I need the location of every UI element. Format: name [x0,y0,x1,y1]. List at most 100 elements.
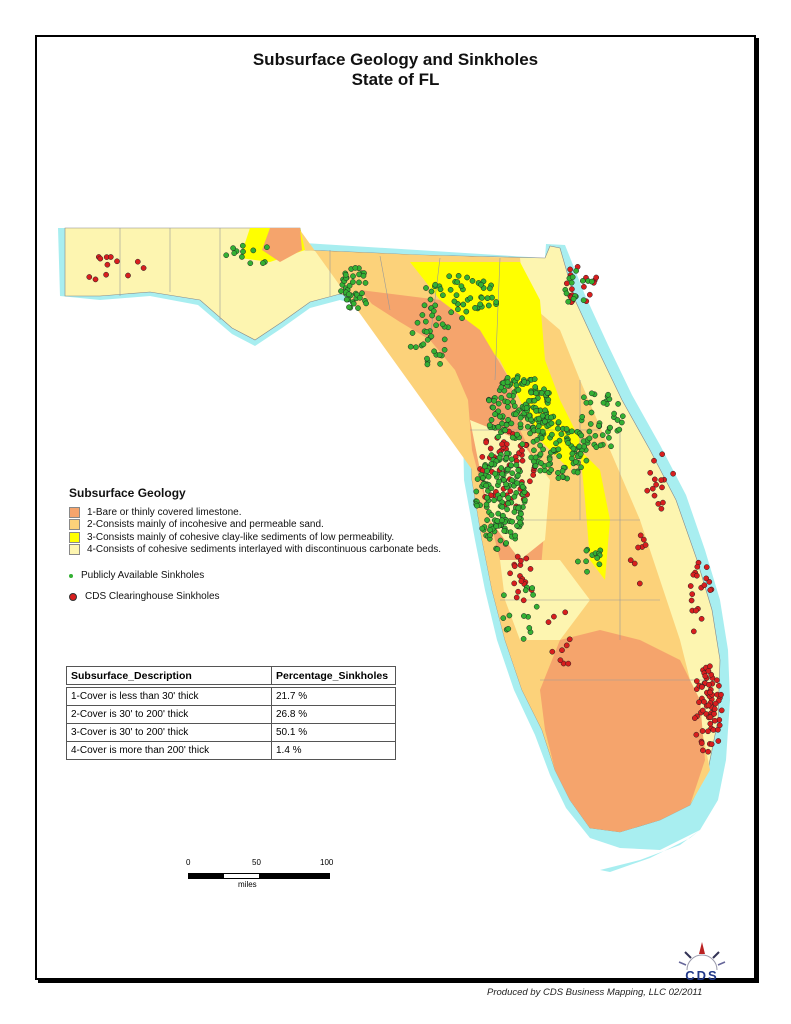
cds-sinkhole-point [518,578,525,585]
public-sinkhole-point [508,462,515,469]
public-sinkhole-point [531,397,538,404]
public-sinkhole-point [500,491,506,498]
public-sinkhole-point [479,525,486,532]
public-sinkhole-point [569,274,576,280]
public-sinkhole-point [505,404,511,410]
cds-sinkhole-point [92,276,99,283]
map-title: Subsurface Geology and Sinkholes [252,50,539,69]
public-sinkhole-point [473,488,480,495]
public-sinkhole-point [531,376,538,382]
public-sinkhole-point [515,505,522,511]
public-sinkhole-point [548,467,555,473]
public-sinkhole-point [509,477,515,484]
cds-sinkhole-point [658,477,665,483]
public-sinkhole-point [431,348,437,355]
public-sinkhole-point [250,247,257,254]
cds-sinkhole-point [659,484,665,491]
cds-sinkhole-point [705,702,712,709]
legend: Subsurface Geology 1-Bare or thinly cove… [69,486,441,602]
cds-sinkhole-point [511,563,518,570]
public-sinkhole-point [563,290,570,297]
public-sinkhole-point [478,281,484,288]
cds-sinkhole-point [707,663,713,670]
public-sinkhole-point [483,482,489,489]
table-row: 1-Cover is less than 30' thick 21.7 % [66,687,396,706]
col-header: Subsurface_Description [66,666,272,685]
scale-unit: miles [238,880,257,889]
legend-label: 2-Consists mainly of incohesive and perm… [87,519,324,531]
public-sinkhole-point [346,282,353,289]
public-sinkhole-point [409,330,416,336]
cds-sinkhole-point [86,274,93,280]
public-sinkhole-point [539,412,546,419]
public-sinkhole-point [469,278,476,284]
public-sinkhole-point [618,419,625,426]
public-sinkhole-point [517,414,524,421]
public-sinkhole-point [484,295,491,302]
cds-sinkhole-point [701,698,707,705]
public-sinkhole-point [537,451,544,458]
cds-sinkhole-point [566,636,573,643]
footer-credit: Produced by CDS Business Mapping, LLC 02… [487,987,703,998]
public-sinkhole-point [486,422,493,429]
public-sinkhole-point [513,382,520,389]
public-sinkhole-point [545,396,552,403]
cds-sinkhole-point [562,609,569,616]
public-sinkhole-point [509,434,516,441]
public-sinkhole-point [542,407,548,414]
public-sinkhole-point [553,440,559,447]
public-sinkhole-point [532,454,539,461]
cds-sinkhole-point [523,555,530,562]
cds-sinkhole-point [499,441,505,448]
cds-sinkhole-point [699,707,706,714]
public-sinkhole-point [488,512,495,518]
cds-sinkhole-point [637,532,644,539]
cds-sinkhole-point [563,642,570,649]
public-sinkhole-point [493,299,500,305]
cds-sinkhole-point [703,575,710,582]
public-sinkhole-point [509,518,516,525]
public-sinkhole-point [573,268,579,274]
public-sinkhole-point [342,272,349,278]
public-sinkhole-point [607,424,613,431]
public-sinkhole-point [460,301,467,308]
public-sinkhole-point [433,322,439,329]
public-sinkhole-point [531,447,537,454]
public-sinkhole-point [586,428,593,435]
swatch-3 [69,531,80,543]
public-sinkhole-point [588,278,595,285]
public-sinkhole-point [522,587,529,594]
public-sinkhole-point [472,305,478,311]
public-sinkhole-point [506,612,513,619]
public-sinkhole-point [504,379,511,386]
public-sinkhole-point [583,558,589,565]
public-sinkhole-point [588,390,595,397]
public-sinkhole-point [504,450,510,457]
cds-sinkhole-point [699,684,705,690]
public-sinkhole-point [504,399,511,405]
public-sinkhole-point [608,443,614,450]
cds-sinkhole-point [107,254,114,260]
public-sinkhole-point [587,421,594,427]
public-sinkhole-point [508,420,515,427]
public-sinkhole-point [537,442,543,449]
public-sinkhole-point [424,361,431,368]
public-sinkhole-point [414,319,421,326]
red-dot-icon [69,592,77,601]
public-sinkhole-point [579,413,586,420]
public-sinkhole-point [485,473,492,480]
public-sinkhole-point [360,272,367,279]
cell: 26.8 % [271,705,396,724]
cds-sinkhole-point [715,738,722,744]
public-sinkhole-point [538,460,544,466]
cds-sinkhole-point [693,731,700,738]
public-sinkhole-point [502,427,509,434]
public-sinkhole-point [447,286,454,293]
public-sinkhole-point [491,398,497,404]
public-sinkhole-point [247,260,254,267]
public-sinkhole-point [240,248,246,255]
legend-item-1: 1-Bare or thinly covered limestone. [69,506,441,519]
cds-sinkhole-point [636,580,643,587]
public-sinkhole-point [488,452,495,458]
